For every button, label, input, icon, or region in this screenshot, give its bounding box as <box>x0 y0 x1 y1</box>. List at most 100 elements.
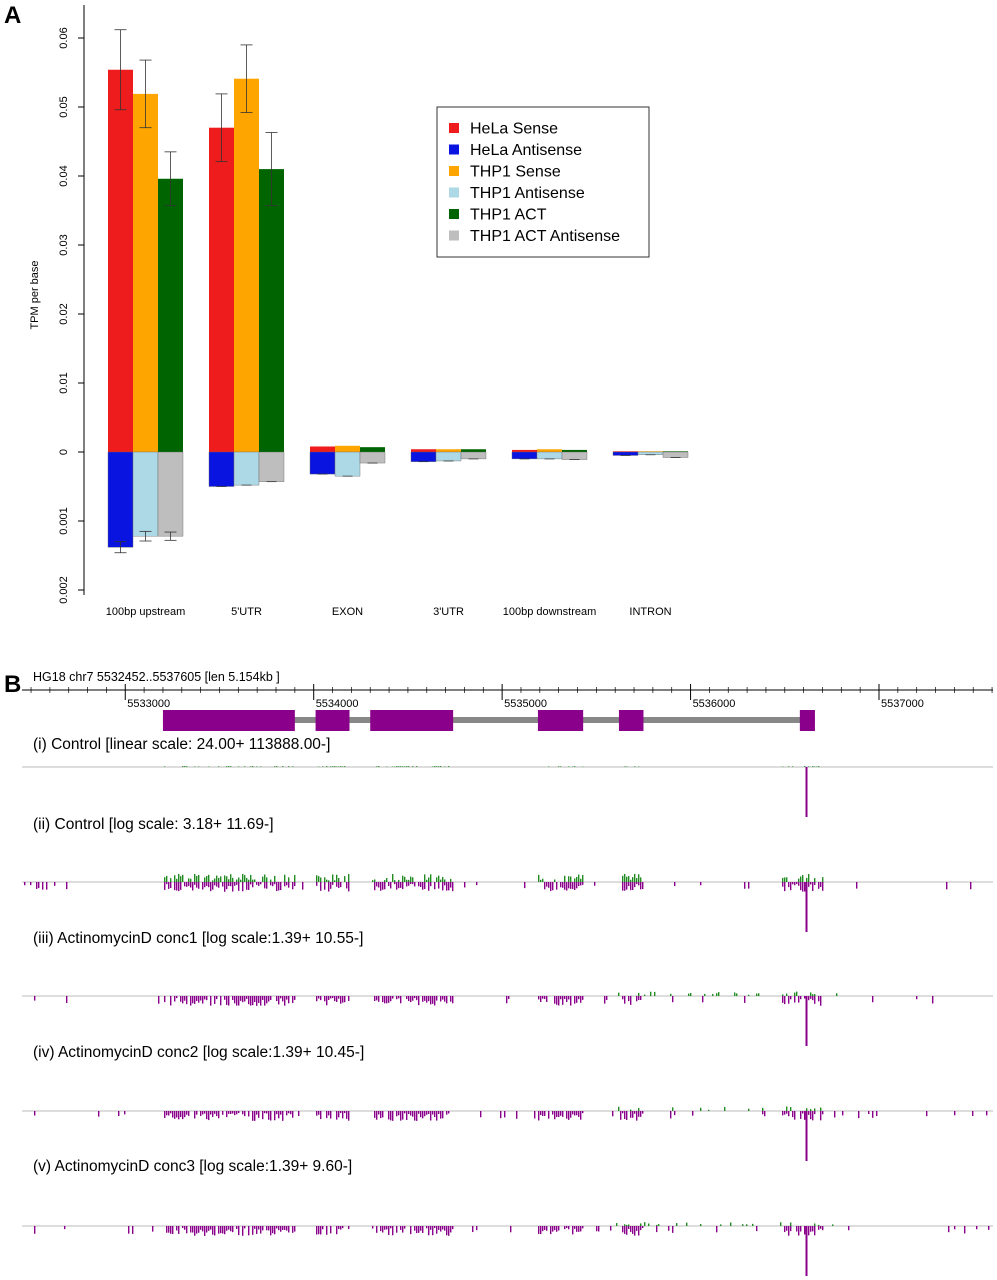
sense-signal <box>438 766 440 767</box>
antisense-signal <box>378 882 380 888</box>
antisense-signal <box>176 996 178 999</box>
sense-signal <box>396 766 398 767</box>
antisense-signal <box>804 996 806 999</box>
antisense-signal <box>848 1226 850 1231</box>
antisense-signal <box>328 996 330 1000</box>
antisense-signal <box>504 1111 506 1118</box>
antisense-signal <box>34 1226 36 1234</box>
antisense-signal <box>204 996 206 1000</box>
sense-signal <box>408 766 410 767</box>
antisense-signal <box>628 996 630 1002</box>
sense-signal <box>718 992 720 996</box>
antisense-signal <box>582 1226 584 1229</box>
antisense-signal <box>196 1111 198 1115</box>
antisense-signal <box>180 996 182 1002</box>
track: (ii) Control [log scale: 3.18+ 11.69-] <box>22 816 993 932</box>
antisense-signal <box>430 996 432 1005</box>
sense-signal <box>436 877 438 882</box>
legend-label: THP1 Antisense <box>470 185 585 202</box>
antisense-signal <box>258 996 260 1003</box>
sense-signal <box>436 766 438 767</box>
antisense-signal <box>238 882 240 891</box>
antisense-signal <box>380 882 382 891</box>
sense-signal <box>540 879 542 882</box>
sense-signal <box>658 1224 660 1226</box>
sense-signal <box>232 877 234 882</box>
antisense-signal <box>582 882 584 885</box>
antisense-signal <box>194 1111 196 1119</box>
y-tick-label: 0 <box>58 449 70 455</box>
sense-signal <box>218 766 220 767</box>
sense-signal <box>226 876 228 882</box>
antisense-signal <box>216 996 218 1000</box>
antisense-signal <box>178 882 180 892</box>
antisense-signal <box>794 882 796 886</box>
antisense-signal <box>550 1226 552 1235</box>
antisense-signal <box>294 1226 296 1232</box>
sense-signal <box>720 1224 722 1226</box>
antisense-signal <box>380 1226 382 1232</box>
sense-signal <box>746 1224 748 1226</box>
legend-label: HeLa Sense <box>470 121 558 138</box>
bar-thp1-antisense <box>637 451 664 455</box>
antisense-signal <box>748 882 750 889</box>
antisense-signal <box>292 996 294 1003</box>
antisense-signal <box>188 882 190 887</box>
sense-signal <box>378 766 380 767</box>
antisense-signal <box>164 1111 166 1118</box>
sense-signal <box>406 766 408 767</box>
antisense-signal <box>348 996 350 1001</box>
sense-signal <box>558 766 560 767</box>
bar-thp1-antisense <box>435 451 462 462</box>
sense-signal <box>564 875 566 882</box>
antisense-signal <box>238 996 240 1006</box>
sense-signal <box>638 874 640 882</box>
antisense-signal <box>340 996 342 1004</box>
sense-signal <box>782 994 784 996</box>
category-label: 5'UTR <box>231 606 262 618</box>
sense-signal <box>648 1223 650 1226</box>
antisense-signal <box>574 1111 576 1116</box>
y-tick-label: 0.01 <box>58 372 70 393</box>
antisense-signal <box>872 1111 874 1118</box>
sense-signal <box>654 991 656 996</box>
antisense-signal <box>246 882 248 890</box>
antisense-signal <box>822 1226 824 1231</box>
antisense-signal <box>248 1111 250 1117</box>
antisense-signal <box>572 1226 574 1235</box>
antisense-signal <box>554 1111 556 1120</box>
antisense-signal <box>442 1226 444 1230</box>
antisense-signal <box>822 1111 824 1115</box>
antisense-signal <box>174 996 176 1002</box>
antisense-signal <box>176 1226 178 1231</box>
antisense-signal <box>184 1111 186 1118</box>
antisense-signal <box>632 1226 634 1234</box>
bar-thp1-act <box>360 447 385 452</box>
antisense-signal <box>400 1226 402 1230</box>
sense-signal <box>704 993 706 996</box>
antisense-signal <box>388 1111 390 1120</box>
antisense-signal <box>580 1226 582 1232</box>
legend-box <box>436 106 650 258</box>
sense-signal <box>644 994 646 996</box>
antisense-signal <box>230 1111 232 1115</box>
antisense-signal <box>214 1226 216 1236</box>
antisense-signal <box>206 882 208 887</box>
bar-thp1-act-antisense <box>460 451 487 460</box>
antisense-signal <box>384 882 386 890</box>
antisense-signal <box>872 996 874 1003</box>
antisense-signal <box>820 996 822 1006</box>
sense-signal <box>340 766 342 767</box>
antisense-signal <box>604 996 606 1004</box>
antisense-signal <box>210 1111 212 1115</box>
antisense-signal <box>668 1226 670 1231</box>
sense-signal <box>274 875 276 882</box>
antisense-signal <box>232 1111 234 1114</box>
antisense-signal <box>210 882 212 892</box>
antisense-signal <box>244 1111 246 1117</box>
category-label: 100bp upstream <box>106 606 186 618</box>
antisense-signal <box>280 996 282 999</box>
antisense-signal <box>210 1226 212 1230</box>
y-tick-label: 0.04 <box>58 165 70 186</box>
antisense-signal <box>820 1226 822 1229</box>
